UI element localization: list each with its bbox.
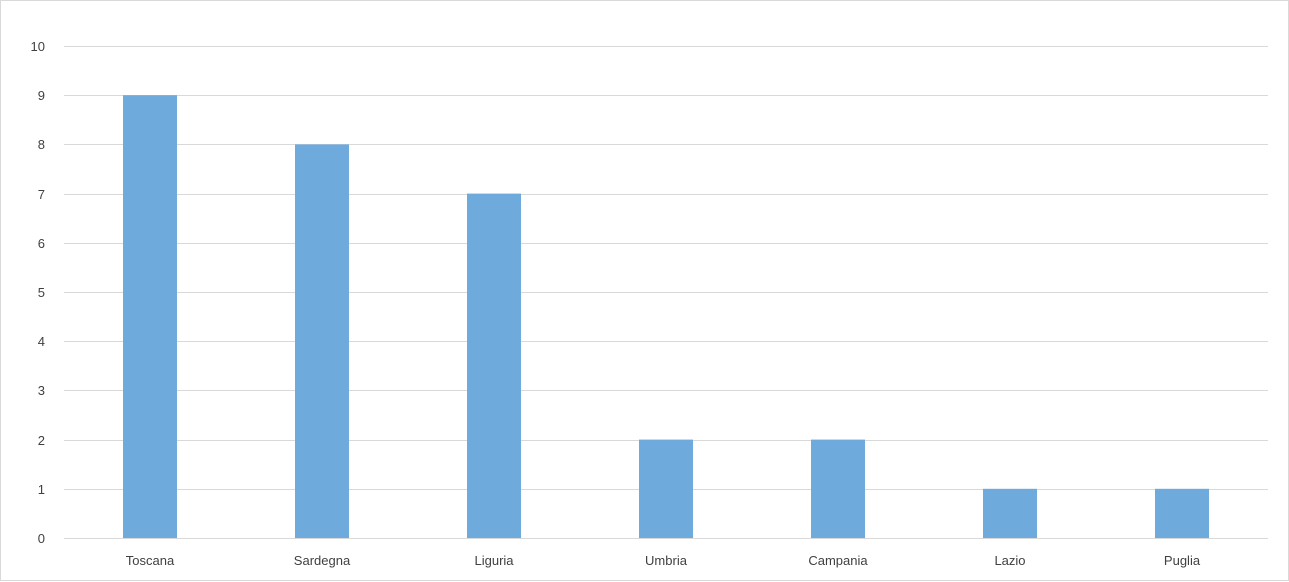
y-axis-tick-labels: 0 1 2 3 4 5 6 7 8 9 10 (31, 39, 45, 546)
y-tick-label: 9 (38, 88, 45, 103)
bar-sardegna (295, 144, 349, 538)
y-tick-label: 2 (38, 433, 45, 448)
x-tick-label-campania: Campania (808, 553, 868, 568)
y-tick-label: 0 (38, 531, 45, 546)
bar-lazio (983, 488, 1037, 538)
bar-toscana (123, 95, 177, 538)
x-axis-tick-labels: Toscana Sardegna Liguria Umbria Campania Lazi… (126, 553, 1201, 568)
x-tick-label-puglia: Puglia (1164, 553, 1201, 568)
gridlines (64, 46, 1268, 490)
y-tick-label: 1 (38, 482, 45, 497)
y-tick-label: 8 (38, 137, 45, 152)
x-tick-label-liguria: Liguria (474, 553, 514, 568)
y-tick-label: 5 (38, 285, 45, 300)
bar-umbria (639, 439, 693, 538)
x-tick-label-sardegna: Sardegna (294, 553, 351, 568)
y-tick-label: 3 (38, 383, 45, 398)
bar-campania (811, 439, 865, 538)
bar-liguria (467, 193, 521, 538)
bar-puglia (1155, 488, 1209, 538)
y-tick-label: 6 (38, 236, 45, 251)
x-tick-label-toscana: Toscana (126, 553, 175, 568)
x-tick-label-lazio: Lazio (994, 553, 1025, 568)
y-tick-label: 4 (38, 334, 45, 349)
y-tick-label: 10 (31, 39, 45, 54)
x-tick-label-umbria: Umbria (645, 553, 688, 568)
bars (123, 95, 1209, 538)
y-tick-label: 7 (38, 187, 45, 202)
